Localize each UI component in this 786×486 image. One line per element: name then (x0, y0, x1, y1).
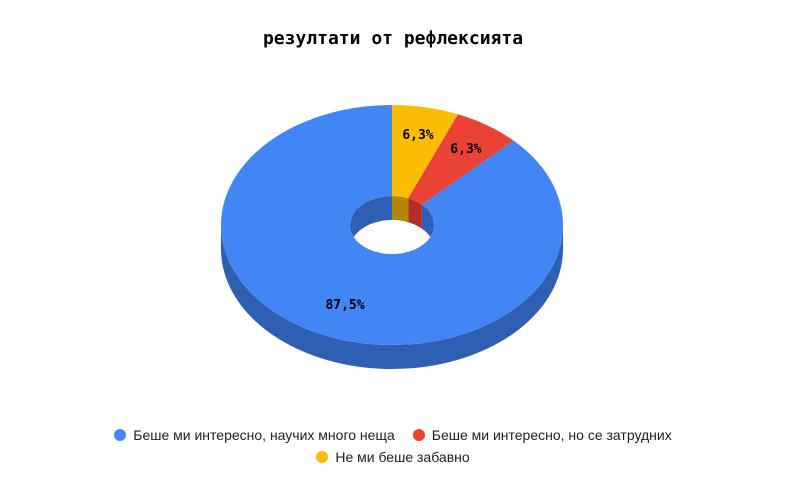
pie-slice (408, 114, 514, 205)
legend-item: Беше ми интересно, но се затрудних (412, 427, 672, 443)
pie-slice (392, 105, 458, 199)
legend-marker (316, 451, 329, 463)
slice-inner-wall (392, 196, 409, 223)
slice-inner-wall (408, 198, 422, 229)
legend-marker (412, 429, 425, 441)
legend-label: Не ми беше забавно (335, 449, 470, 465)
legend-label: Беше ми интересно, научих много неща (133, 427, 395, 443)
slice-value-label: 6,3% (402, 128, 433, 143)
slice-value-label: 6,3% (450, 142, 481, 157)
slice-value-label: 87,5% (325, 298, 364, 313)
legend-item: Не ми беше забавно (316, 449, 470, 465)
legend-label: Беше ми интересно, но се затрудних (431, 427, 672, 443)
chart-title: резултати от рефлексията (262, 28, 524, 49)
slice-outer-wall (221, 225, 563, 369)
legend-item: Беше ми интересно, научих много неща (114, 427, 395, 443)
chart-legend: Беше ми интересно, научих много неща Беш… (0, 424, 786, 468)
slice-inner-wall (350, 196, 392, 249)
legend-marker (114, 429, 127, 441)
pie-slice (220, 105, 564, 345)
